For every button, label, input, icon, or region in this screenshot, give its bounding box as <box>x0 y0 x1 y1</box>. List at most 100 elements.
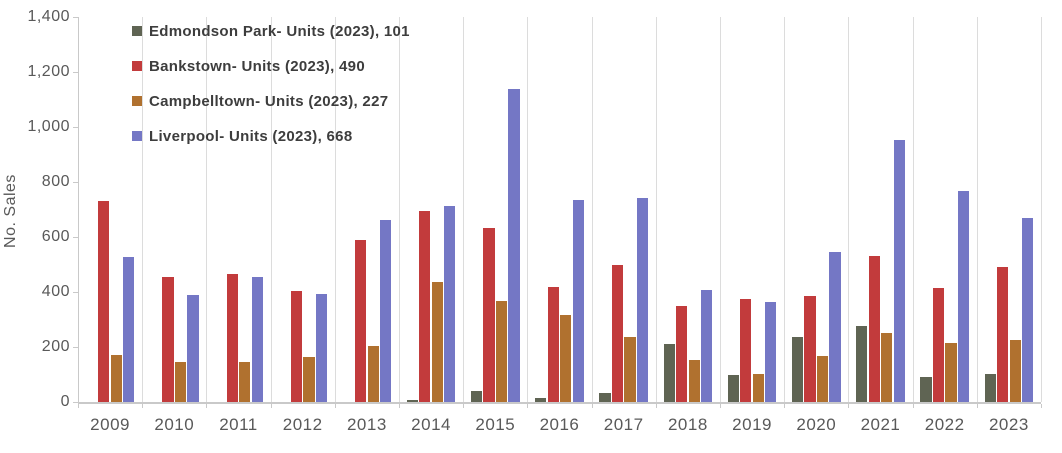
category-gridline <box>463 17 465 402</box>
bar <box>599 393 611 402</box>
bar <box>367 345 379 402</box>
category-gridline <box>784 17 786 402</box>
x-tick-label: 2015 <box>475 415 516 434</box>
bar <box>380 220 392 402</box>
y-tick-mark <box>73 292 78 293</box>
legend-label: Edmondson Park- Units (2023), 101 <box>149 22 410 40</box>
x-tick-label: 2019 <box>732 415 772 434</box>
bar <box>123 256 135 402</box>
category-gridline <box>270 17 272 402</box>
legend-item: Bankstown- Units (2023), 490 <box>132 56 365 76</box>
bar <box>957 191 970 402</box>
y-tick-label: 600 <box>41 228 70 245</box>
y-tick-mark <box>73 127 78 128</box>
x-tick-label: 2010 <box>154 415 195 434</box>
y-tick-mark <box>73 402 78 403</box>
legend-swatch-icon <box>132 61 142 71</box>
legend-swatch-icon <box>132 131 142 141</box>
bar <box>727 374 739 402</box>
y-axis-line <box>78 17 79 404</box>
bar <box>483 227 495 402</box>
x-tick-mark <box>1041 404 1042 408</box>
x-tick-mark <box>142 404 144 408</box>
x-tick-mark <box>912 404 914 408</box>
category-gridline <box>1041 17 1042 402</box>
category-gridline <box>848 17 850 402</box>
bar <box>945 342 957 402</box>
y-tick-mark <box>73 237 78 238</box>
y-tick-label: 400 <box>41 283 70 300</box>
legend-swatch-icon <box>132 26 142 36</box>
bar <box>816 356 829 402</box>
bar <box>355 239 367 402</box>
bar <box>804 295 816 402</box>
y-tick-mark <box>73 347 78 348</box>
bar <box>547 286 559 402</box>
x-tick-mark <box>591 404 593 408</box>
y-tick-label: 1,000 <box>27 118 70 135</box>
bar <box>162 276 174 402</box>
bar <box>239 362 251 402</box>
bar <box>997 267 1009 402</box>
bar <box>419 211 431 402</box>
x-tick-label: 2016 <box>539 415 580 434</box>
bar <box>881 332 893 402</box>
legend-item: Edmondson Park- Units (2023), 101 <box>132 21 410 41</box>
x-tick-label: 2023 <box>988 415 1029 434</box>
bar <box>752 374 764 402</box>
category-gridline <box>591 17 593 402</box>
legend-label: Campbelltown- Units (2023), 227 <box>149 92 389 110</box>
bar <box>856 326 868 402</box>
y-tick-label: 200 <box>41 338 70 355</box>
bar <box>226 273 238 402</box>
y-tick-label: 1,400 <box>27 8 70 25</box>
bar <box>624 337 636 402</box>
category-gridline <box>399 17 400 402</box>
category-gridline <box>912 17 914 402</box>
legend-item: Campbelltown- Units (2023), 227 <box>132 91 388 111</box>
bar <box>676 305 688 402</box>
x-tick-mark <box>334 404 336 408</box>
y-tick-label: 0 <box>60 393 70 410</box>
category-gridline <box>142 17 144 402</box>
x-tick-mark <box>206 404 208 408</box>
bar <box>187 294 199 402</box>
bar <box>984 374 996 402</box>
bar <box>535 397 547 402</box>
bar <box>572 199 584 402</box>
bar <box>765 302 777 402</box>
bar <box>315 293 328 402</box>
bar <box>893 140 905 402</box>
bar <box>560 314 572 402</box>
bar <box>636 197 649 402</box>
y-tick-mark <box>73 182 78 183</box>
x-tick-mark <box>527 404 529 408</box>
x-tick-label: 2013 <box>346 415 387 434</box>
bar <box>303 357 315 402</box>
x-tick-label: 2018 <box>667 415 708 434</box>
x-tick-mark <box>720 404 721 408</box>
y-tick-label: 1,200 <box>27 63 70 80</box>
bar <box>508 89 520 402</box>
x-tick-mark <box>976 404 978 408</box>
bar <box>932 287 945 402</box>
bar <box>470 391 483 402</box>
x-axis-line <box>78 402 1041 404</box>
bar <box>495 301 508 402</box>
bar <box>1022 218 1034 402</box>
category-gridline <box>334 17 336 402</box>
y-tick-label: 800 <box>41 173 70 190</box>
x-tick-mark <box>784 404 786 408</box>
bar <box>251 276 263 402</box>
x-tick-mark <box>270 404 272 408</box>
x-tick-label: 2020 <box>796 415 837 434</box>
x-tick-mark <box>78 404 79 408</box>
bar <box>688 359 700 402</box>
legend-swatch-icon <box>132 96 142 106</box>
x-tick-label: 2011 <box>219 415 258 434</box>
bar <box>920 377 932 402</box>
y-tick-mark <box>73 72 78 73</box>
bar <box>740 298 752 402</box>
bar <box>290 290 303 402</box>
